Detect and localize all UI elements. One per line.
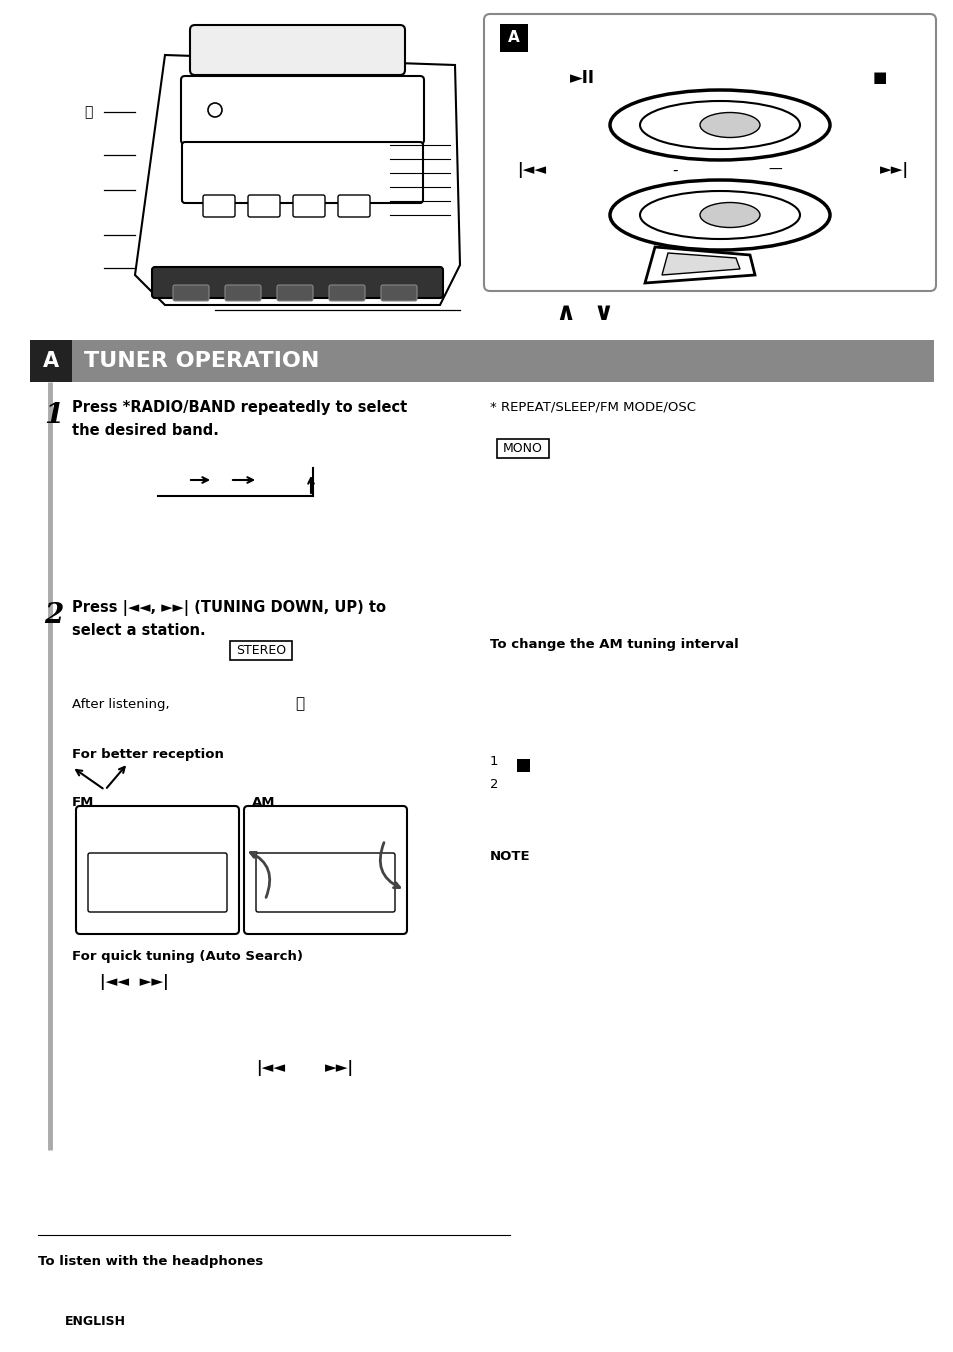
Text: Press *RADIO/BAND repeatedly to select: Press *RADIO/BAND repeatedly to select: [71, 400, 407, 415]
Text: For better reception: For better reception: [71, 748, 224, 761]
FancyBboxPatch shape: [255, 853, 395, 913]
FancyBboxPatch shape: [203, 195, 234, 218]
Text: ENGLISH: ENGLISH: [65, 1315, 126, 1328]
Text: 1: 1: [490, 754, 498, 768]
Ellipse shape: [639, 101, 800, 149]
Bar: [30, 339, 71, 383]
FancyBboxPatch shape: [483, 14, 935, 291]
FancyBboxPatch shape: [244, 806, 407, 934]
Text: select a station.: select a station.: [71, 623, 206, 638]
Text: ⏻: ⏻: [294, 696, 304, 711]
Text: |◄◄  ►►|: |◄◄ ►►|: [100, 973, 169, 990]
Text: |◄◄: |◄◄: [517, 162, 546, 178]
Ellipse shape: [700, 112, 760, 138]
FancyBboxPatch shape: [329, 285, 365, 301]
Text: ∧  ∨: ∧ ∨: [556, 301, 614, 324]
Bar: [517, 758, 530, 772]
Ellipse shape: [609, 91, 829, 160]
Text: 1: 1: [45, 402, 64, 429]
Text: To listen with the headphones: To listen with the headphones: [38, 1255, 263, 1268]
Text: TUNER OPERATION: TUNER OPERATION: [84, 352, 319, 370]
FancyBboxPatch shape: [380, 285, 416, 301]
Ellipse shape: [700, 203, 760, 227]
Text: |◄◄: |◄◄: [255, 1060, 285, 1076]
Polygon shape: [661, 253, 740, 274]
Text: A: A: [43, 352, 59, 370]
Text: * REPEAT/SLEEP/FM MODE/OSC: * REPEAT/SLEEP/FM MODE/OSC: [490, 400, 696, 412]
Text: ■: ■: [872, 70, 886, 85]
Text: FM: FM: [71, 796, 94, 808]
FancyBboxPatch shape: [152, 266, 442, 297]
Text: AM: AM: [252, 796, 275, 808]
Circle shape: [208, 103, 222, 118]
Text: ►►|: ►►|: [880, 162, 908, 178]
Text: After listening,: After listening,: [71, 698, 170, 711]
Bar: [230, 641, 292, 660]
Text: To change the AM tuning interval: To change the AM tuning interval: [490, 638, 738, 652]
FancyBboxPatch shape: [88, 853, 227, 913]
FancyBboxPatch shape: [276, 285, 313, 301]
FancyBboxPatch shape: [181, 76, 423, 145]
FancyBboxPatch shape: [172, 285, 209, 301]
Text: the desired band.: the desired band.: [71, 423, 218, 438]
Bar: [499, 24, 527, 51]
Bar: [30, 339, 933, 383]
Ellipse shape: [639, 191, 800, 239]
Text: —: —: [767, 164, 781, 177]
Text: A: A: [508, 31, 519, 46]
Bar: [497, 439, 548, 458]
Polygon shape: [135, 55, 459, 306]
FancyBboxPatch shape: [248, 195, 280, 218]
Text: MONO: MONO: [502, 442, 542, 456]
Text: STEREO: STEREO: [235, 645, 286, 657]
Text: 2: 2: [45, 602, 64, 629]
FancyBboxPatch shape: [190, 24, 405, 74]
Text: For quick tuning (Auto Search): For quick tuning (Auto Search): [71, 950, 303, 963]
Text: 2: 2: [490, 777, 498, 791]
Text: ⏻: ⏻: [84, 105, 92, 119]
Text: Press |◄◄, ►►| (TUNING DOWN, UP) to: Press |◄◄, ►►| (TUNING DOWN, UP) to: [71, 600, 386, 617]
FancyBboxPatch shape: [293, 195, 325, 218]
Text: -: -: [672, 162, 677, 177]
Text: NOTE: NOTE: [490, 850, 530, 863]
FancyBboxPatch shape: [337, 195, 370, 218]
FancyBboxPatch shape: [225, 285, 261, 301]
Polygon shape: [644, 247, 754, 283]
FancyBboxPatch shape: [182, 142, 422, 203]
Ellipse shape: [609, 180, 829, 250]
FancyBboxPatch shape: [76, 806, 239, 934]
Text: ►II: ►II: [569, 69, 595, 87]
Text: ►►|: ►►|: [325, 1060, 354, 1076]
